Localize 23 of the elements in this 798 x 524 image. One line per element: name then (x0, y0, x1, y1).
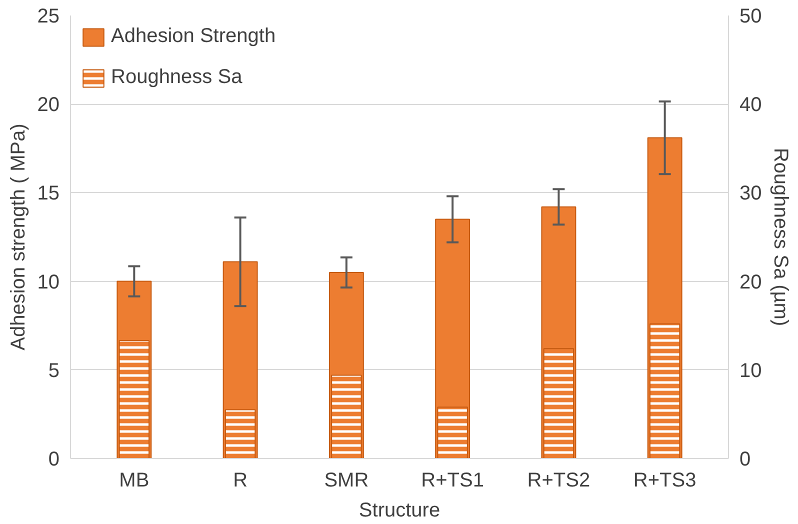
y2-tick-label: 20 (740, 271, 762, 294)
y-tick-label: 15 (37, 182, 60, 205)
x-tick-label: R+TS2 (527, 470, 590, 492)
y2-tick-label: 0 (740, 448, 751, 470)
y2-axis-title: Roughness Sa (µm) (770, 148, 792, 326)
y-tick-label: 5 (48, 360, 60, 382)
x-tick-label: MB (119, 470, 150, 492)
y2-tick-label: 10 (740, 360, 762, 382)
legend-label: Roughness Sa (111, 66, 242, 89)
x-tick-label: R (233, 470, 248, 492)
y-tick-label: 0 (48, 448, 60, 470)
x-tick-label: R+TS1 (421, 470, 484, 492)
y-axis-title: Adhesion strength ( MPa) (7, 124, 30, 350)
x-axis-title: Structure (358, 500, 440, 522)
x-tick-label: R+TS3 (633, 470, 696, 492)
y-tick-label: 25 (37, 6, 60, 28)
y2-tick-label: 50 (740, 6, 762, 28)
x-tick-label: SMR (324, 470, 369, 492)
legend-label: Adhesion Strength (111, 25, 276, 48)
y2-tick-label: 30 (740, 182, 762, 205)
y-tick-label: 10 (37, 271, 60, 294)
y2-tick-label: 40 (740, 94, 762, 116)
y-tick-label: 20 (37, 94, 60, 116)
